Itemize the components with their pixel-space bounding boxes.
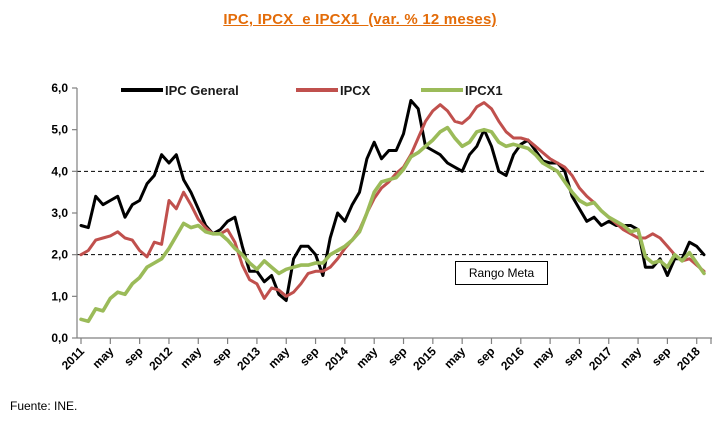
x-axis-label: sep — [121, 344, 146, 369]
ipcx-line — [79, 101, 706, 300]
legend-label-ipcx1: IPCX1 — [465, 82, 503, 98]
x-axis-label: may — [90, 344, 117, 371]
y-axis-label: 0,0 — [51, 331, 68, 345]
y-axis-label: 3,0 — [51, 206, 68, 220]
target-range-label: Rango Meta — [455, 261, 548, 285]
legend-label-ipcx: IPCX — [340, 82, 371, 98]
x-axis-label: may — [178, 344, 205, 371]
x-axis-label: may — [441, 344, 468, 371]
y-axis-label: 6,0 — [51, 81, 68, 95]
x-axis-label: sep — [473, 344, 498, 369]
x-axis-label: 2014 — [322, 344, 351, 373]
x-axis-label: 2018 — [674, 344, 703, 373]
x-axis-label: sep — [649, 344, 674, 369]
y-axis-label: 5,0 — [51, 123, 68, 137]
x-axis-label: may — [353, 344, 380, 371]
ipcx1-line — [79, 125, 706, 324]
x-axis-label: 2013 — [234, 344, 263, 373]
x-axis-label: sep — [561, 344, 586, 369]
x-axis-label: 2017 — [586, 344, 615, 373]
ipcx1-line-swatch — [421, 88, 463, 92]
chart-title: IPC, IPCX e IPCX1 (var. % 12 meses) — [223, 11, 497, 28]
x-axis-label: 2016 — [498, 344, 527, 373]
x-axis-label: 2015 — [410, 344, 439, 373]
x-axis-label: sep — [297, 344, 322, 369]
x-axis-label: 2012 — [146, 344, 175, 373]
legend-label-ipc-general: IPC General — [165, 82, 239, 98]
x-axis-label: may — [265, 344, 292, 371]
y-axis-label: 1,0 — [51, 289, 68, 303]
ipc-general-line — [79, 99, 706, 302]
y-axis-label: 2,0 — [51, 248, 68, 262]
y-axis-label: 4,0 — [51, 164, 68, 178]
ipcx-line-swatch — [296, 88, 338, 92]
legend-item-ipc-general: IPC General — [121, 82, 239, 98]
x-axis-label: sep — [385, 344, 410, 369]
legend-item-ipcx1: IPCX1 — [421, 82, 503, 98]
x-axis-label: sep — [209, 344, 234, 369]
source-note: Fuente: INE. — [10, 399, 78, 413]
x-axis-label: may — [617, 344, 644, 371]
x-axis-label: may — [529, 344, 556, 371]
x-axis-label: 2011 — [59, 344, 88, 373]
legend-item-ipcx: IPCX — [296, 82, 370, 98]
ipc-general-line-swatch — [121, 88, 163, 92]
